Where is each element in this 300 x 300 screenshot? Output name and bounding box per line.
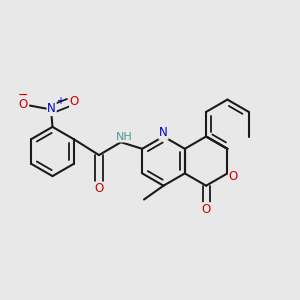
Text: N: N [47,102,56,116]
Text: O: O [70,95,79,108]
Text: +: + [56,96,64,106]
Text: O: O [19,98,28,112]
Text: N: N [159,126,168,139]
Text: NH: NH [116,132,132,142]
Text: O: O [202,203,211,216]
Text: −: − [18,89,28,102]
Text: O: O [229,170,238,183]
Text: O: O [94,182,103,195]
